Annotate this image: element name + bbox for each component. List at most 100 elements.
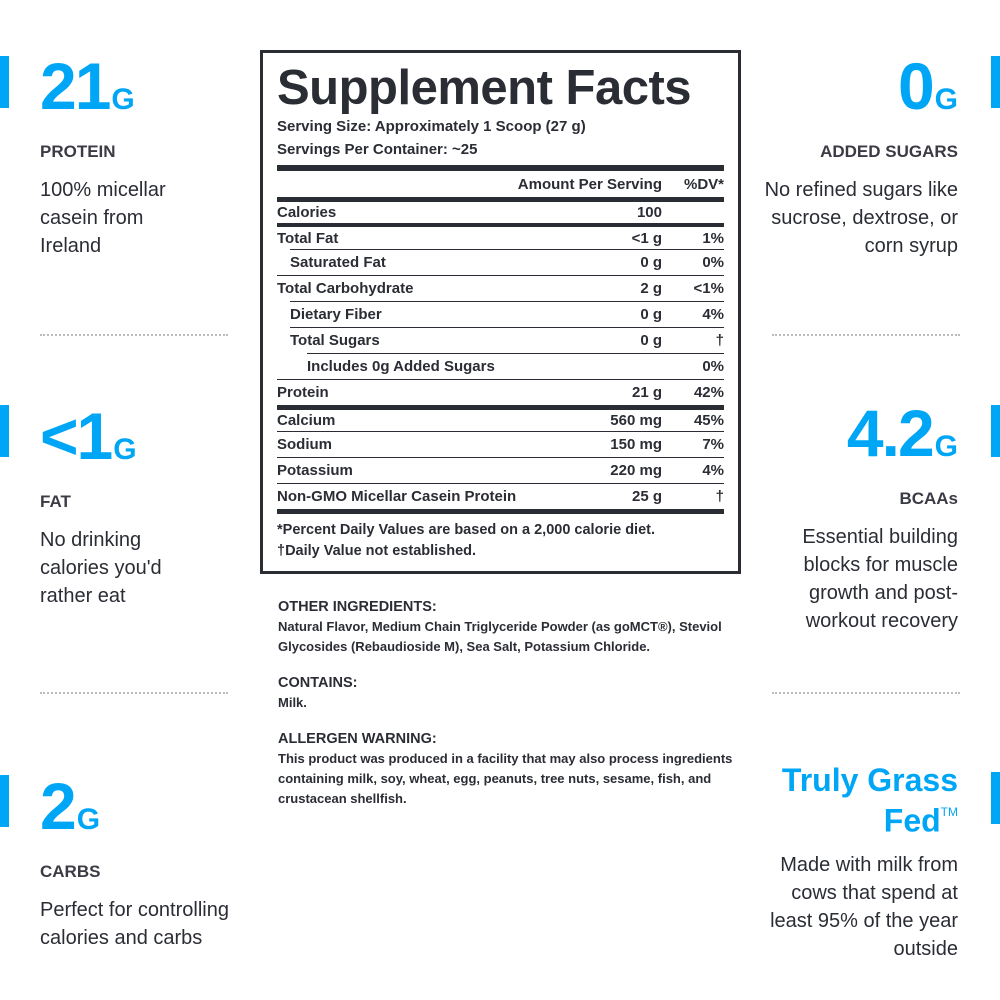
nutrient-amount: 150 mg: [610, 436, 662, 453]
stat-unit: G: [111, 83, 135, 116]
divider: [772, 334, 960, 336]
nutrient-amount: 25 g: [631, 488, 662, 505]
trademark: TM: [940, 805, 958, 819]
stat-value: 2: [40, 769, 77, 843]
nutrient-name: Dietary Fiber: [290, 305, 382, 323]
accent-bar: [0, 405, 9, 457]
nutrient-dv: 0%: [702, 357, 724, 375]
nutrient-amount: 0 g: [640, 253, 662, 271]
table-row: Total Fat <1 g 1%: [277, 223, 724, 249]
divider: [40, 692, 228, 694]
col-amount: Amount Per Serving: [517, 175, 662, 193]
stat-desc: Essential building blocks for muscle gro…: [802, 526, 958, 632]
stat-label: FAT: [40, 492, 71, 511]
nutrient-dv: 0%: [702, 253, 724, 271]
nutrient-name: Saturated Fat: [290, 253, 386, 271]
stat-unit: G: [76, 803, 101, 836]
nutrient-dv: 4%: [702, 305, 724, 323]
table-row: Sodium 150 mg 7%: [277, 431, 724, 457]
other-ingredients-title: OTHER INGREDIENTS:: [278, 599, 437, 615]
stat-value: 0: [897, 49, 935, 123]
table-row: Total Sugars 0 g †: [277, 327, 724, 353]
supplement-facts-panel: Supplement Facts Serving Size: Approxima…: [260, 50, 741, 574]
stat-label: BCAAs: [899, 489, 958, 508]
table-row: Saturated Fat 0 g 0%: [277, 249, 724, 275]
stat-unit: G: [113, 433, 137, 466]
col-dv: %DV*: [683, 175, 724, 193]
stat-bcaas: 4.2G BCAAs Essential building blocks for…: [758, 400, 958, 635]
nutrient-name: Total Fat: [277, 229, 339, 247]
nutrient-amount: 100: [636, 204, 662, 221]
stat-label: CARBS: [40, 862, 101, 881]
serving-size: Serving Size: Approximately 1 Scoop (27 …: [277, 118, 586, 135]
nutrient-dv: 4%: [702, 462, 724, 479]
stat-value: 21: [40, 49, 111, 123]
stat-unit: G: [934, 430, 958, 463]
nutrient-amount: <1 g: [631, 229, 662, 247]
stat-unit: G: [934, 83, 958, 116]
stat-desc: Perfect for controlling calories and car…: [40, 899, 229, 949]
nutrient-name: Protein: [277, 384, 329, 401]
ingredients: OTHER INGREDIENTS: Natural Flavor, Mediu…: [278, 597, 738, 825]
table-row: Non-GMO Micellar Casein Protein 25 g †: [277, 483, 724, 509]
accent-bar: [0, 56, 9, 108]
nutrient-name: Non-GMO Micellar Casein Protein: [277, 488, 517, 505]
nutrient-name: Total Carbohydrate: [277, 280, 414, 297]
divider: [40, 334, 228, 336]
nutrient-name: Calcium: [277, 412, 336, 429]
servings-per-container: Servings Per Container: ~25: [277, 141, 478, 158]
nutrient-amount: 220 mg: [610, 462, 662, 479]
nutrient-dv: †: [715, 331, 724, 349]
stat-added-sugars: 0G ADDED SUGARS No refined sugars like s…: [758, 53, 958, 260]
nutrient-dv: 7%: [702, 436, 724, 453]
stat-desc: 100% micellar casein from Ireland: [40, 179, 166, 257]
stat-value: Truly Grass Fed: [781, 762, 958, 839]
table-row: Potassium 220 mg 4%: [277, 457, 724, 483]
stat-fat: <1G FAT No drinking calories you'd rathe…: [40, 403, 240, 610]
contains-title: CONTAINS:: [278, 675, 358, 691]
table-row: Total Carbohydrate 2 g <1%: [277, 275, 724, 301]
table-header: Amount Per Serving %DV*: [277, 171, 724, 197]
nutrient-amount: 0 g: [640, 331, 662, 349]
nutrient-name: Potassium: [277, 462, 353, 479]
footnote: *Percent Daily Values are based on a 2,0…: [277, 522, 655, 538]
other-ingredients-text: Natural Flavor, Medium Chain Triglycerid…: [278, 619, 722, 654]
nutrient-dv: 45%: [693, 412, 724, 429]
stat-protein: 21G PROTEIN 100% micellar casein from Ir…: [40, 53, 240, 260]
table-row: Calcium 560 mg 45%: [277, 405, 724, 431]
table-row: Includes 0g Added Sugars 0%: [277, 353, 724, 379]
facts-title: Supplement Facts: [277, 61, 692, 115]
divider: [772, 692, 960, 694]
allergen-text: This product was produced in a facility …: [278, 751, 733, 806]
nutrient-name: Calories: [277, 204, 337, 221]
nutrient-dv: 42%: [693, 384, 724, 401]
table-row: Protein 21 g 42%: [277, 379, 724, 405]
stat-desc: No refined sugars like sucrose, dextrose…: [764, 179, 958, 257]
table-row: Calories 100: [277, 197, 724, 223]
nutrient-name: Sodium: [277, 436, 332, 453]
stat-desc: No drinking calories you'd rather eat: [40, 529, 162, 607]
stat-grass-fed: Truly Grass FedTM Made with milk from co…: [758, 762, 958, 963]
accent-bar: [991, 56, 1000, 108]
divider: [277, 165, 724, 171]
nutrient-amount: 21 g: [631, 384, 662, 401]
nutrient-amount: 560 mg: [610, 412, 662, 429]
table-row: Dietary Fiber 0 g 4%: [277, 301, 724, 327]
nutrient-dv: <1%: [693, 280, 724, 297]
nutrient-name: Total Sugars: [290, 331, 380, 349]
nutrient-amount: 2 g: [640, 280, 662, 297]
nutrient-name: Includes 0g Added Sugars: [307, 357, 495, 375]
stat-label: ADDED SUGARS: [820, 142, 958, 161]
nutrient-amount: 0 g: [640, 305, 662, 323]
accent-bar: [991, 772, 1000, 824]
accent-bar: [0, 775, 9, 827]
nutrient-dv: †: [715, 488, 724, 505]
stat-label: PROTEIN: [40, 142, 116, 161]
nutrient-dv: 1%: [702, 229, 724, 247]
footnotes: *Percent Daily Values are based on a 2,0…: [277, 509, 724, 562]
accent-bar: [991, 405, 1000, 457]
stat-value: <1: [40, 399, 113, 473]
stat-carbs: 2G CARBS Perfect for controlling calorie…: [40, 773, 240, 952]
allergen-title: ALLERGEN WARNING:: [278, 731, 437, 747]
stat-value: 4.2: [846, 396, 935, 470]
